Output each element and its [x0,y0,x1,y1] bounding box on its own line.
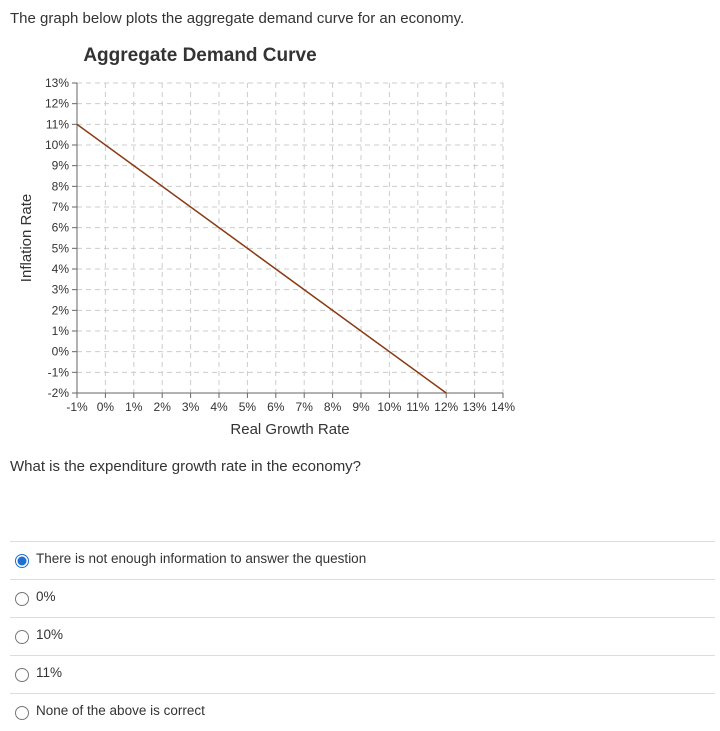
option-label: 10% [36,627,64,642]
option-label: 11% [36,665,63,680]
option-label: 0% [36,589,56,604]
x-tick-label: 9% [352,400,370,414]
radio-button[interactable] [14,705,30,721]
chart-title: Aggregate Demand Curve [83,45,316,66]
x-tick-label: 1% [125,400,143,414]
answer-option[interactable]: There is not enough information to answe… [10,541,715,579]
x-tick-label: 12% [434,400,458,414]
y-tick-label: 3% [52,283,70,297]
y-tick-label: 1% [52,324,70,338]
x-tick-label: -1% [66,400,88,414]
y-tick-label: 0% [52,345,70,359]
y-tick-label: 4% [52,262,70,276]
x-tick-label: 3% [182,400,200,414]
y-tick-label: 7% [52,200,70,214]
radio-button[interactable] [14,629,30,645]
demand-curve [76,123,447,394]
y-tick-label: 5% [52,241,70,255]
answer-option[interactable]: 0% [10,579,715,617]
radio-button[interactable] [14,667,30,683]
x-tick-label: 8% [324,400,342,414]
x-tick-label: 5% [239,400,257,414]
y-tick-label: 13% [45,76,69,90]
intro-text: The graph below plots the aggregate dema… [10,10,465,27]
y-tick-label: 2% [52,303,70,317]
answer-option[interactable]: 11% [10,655,715,693]
y-tick-label: 10% [45,138,69,152]
option-label: None of the above is correct [36,703,205,718]
answer-option[interactable]: 10% [10,617,715,655]
radio-button[interactable] [14,591,30,607]
y-tick-label: 6% [52,221,70,235]
question-text: What is the expenditure growth rate in t… [10,458,362,475]
y-tick-label: 8% [52,179,70,193]
x-axis-label: Real Growth Rate [230,421,349,438]
x-tick-label: 14% [491,400,515,414]
y-tick-label: 11% [46,117,69,131]
y-axis-label: Inflation Rate [18,194,35,282]
y-tick-label: -1% [48,365,70,379]
x-tick-label: 11% [406,400,429,414]
y-tick-label: 12% [45,97,69,111]
y-tick-label: -2% [48,386,70,400]
chart: Aggregate Demand Curve Real Growth Rate … [18,45,515,438]
y-tick-label: 9% [52,159,70,173]
option-label: There is not enough information to answe… [36,551,367,566]
x-tick-label: 2% [154,400,172,414]
x-tick-label: 0% [97,400,115,414]
x-tick-label: 6% [267,400,285,414]
x-tick-label: 13% [463,400,487,414]
radio-button[interactable] [14,553,30,569]
x-tick-label: 4% [210,400,228,414]
answer-option[interactable]: None of the above is correct [10,693,715,731]
x-tick-label: 10% [377,400,401,414]
x-tick-label: 7% [296,400,314,414]
